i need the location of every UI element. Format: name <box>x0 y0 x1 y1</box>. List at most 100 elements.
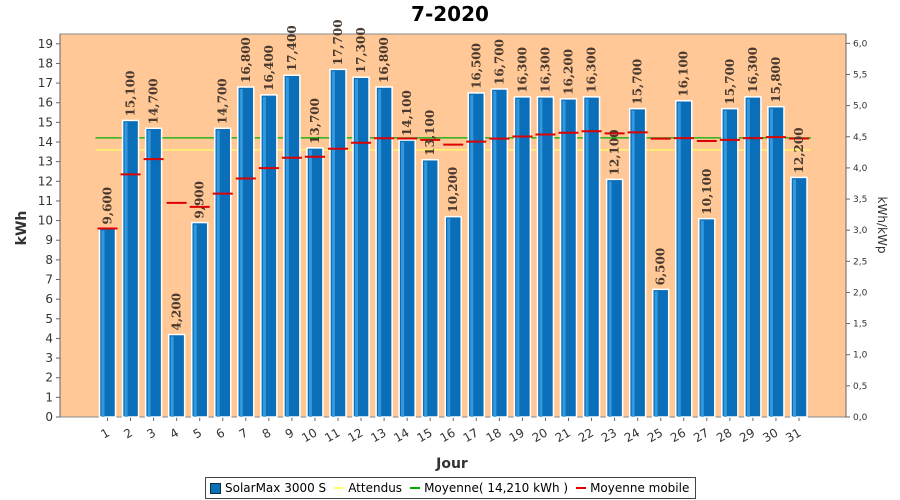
y2-axis-label: kWh/kWp <box>875 197 889 254</box>
bar-value-label: 16,100 <box>677 51 691 97</box>
y-axis-right: 0,0 0,5 1,0 1,5 2,0 2,5 3,0 3,5 4,0 4,5 5,0 5,5 6,0 <box>845 34 868 423</box>
bar-value-label: 10,100 <box>700 169 714 215</box>
legend-swatch-line <box>410 487 421 489</box>
bar-highlight <box>401 142 405 418</box>
bar-value-label: 17,700 <box>331 19 345 65</box>
bar-highlight <box>147 130 151 417</box>
y-tick-label: 3 <box>45 351 53 365</box>
y-tick-label: 17 <box>38 76 53 90</box>
bar-value-label: 13,100 <box>423 110 437 156</box>
y2-tick-label: 3,5 <box>853 195 867 205</box>
bar-highlight <box>332 71 335 417</box>
x-tick-label: 26 <box>668 425 688 445</box>
bar-highlight <box>170 336 174 417</box>
y-tick-label: 14 <box>38 135 53 149</box>
bar-value-label: 16,800 <box>239 37 253 83</box>
y2-tick-label: 2,0 <box>853 288 868 298</box>
y2-tick-label: 2,5 <box>853 257 867 267</box>
bar-highlight <box>769 108 773 418</box>
y-tick-label: 15 <box>38 115 53 129</box>
x-tick-label: 10 <box>299 425 319 445</box>
y-tick-label: 6 <box>45 292 53 306</box>
chart-title: 7-2020 <box>411 2 489 26</box>
bar-value-label: 17,400 <box>285 25 299 71</box>
bar-value-label: 6,500 <box>654 248 668 286</box>
bar-value-label: 16,300 <box>585 47 599 93</box>
bar-highlight <box>539 98 543 417</box>
x-tick-label: 3 <box>144 425 158 441</box>
bar-value-label: 15,100 <box>124 70 138 116</box>
y-tick-label: 12 <box>38 174 53 188</box>
bar-highlight <box>793 179 796 417</box>
bar-highlight <box>585 98 589 417</box>
x-tick-label: 2 <box>121 425 135 441</box>
x-tick-label: 27 <box>691 425 711 445</box>
bar-value-label: 17,300 <box>354 27 368 73</box>
x-tick-label: 17 <box>461 425 481 445</box>
x-tick-label: 24 <box>622 425 642 445</box>
x-tick-label: 23 <box>599 425 619 445</box>
legend-item-solarmax: SolarMax 3000 S <box>210 481 326 495</box>
bar-value-label: 15,800 <box>769 57 783 103</box>
bar-value-label: 13,700 <box>308 98 322 144</box>
bar-value-label: 16,700 <box>492 39 506 85</box>
bar-value-label: 16,300 <box>746 47 760 93</box>
x-tick-label: 18 <box>484 425 504 445</box>
x-tick-label: 12 <box>345 425 365 445</box>
bar-value-label: 15,700 <box>723 59 737 105</box>
legend-label: Attendus <box>348 481 403 495</box>
x-tick-label: 22 <box>576 425 596 445</box>
x-tick-label: 29 <box>737 425 757 445</box>
legend-swatch-line <box>576 487 587 489</box>
x-tick-label: 20 <box>530 425 550 445</box>
legend-label: Moyenne( 14,210 kWh ) <box>424 481 569 495</box>
bar-value-label: 16,300 <box>515 47 529 93</box>
legend-label: Moyenne mobile <box>590 481 690 495</box>
y-tick-label: 10 <box>38 214 53 228</box>
bar-highlight <box>562 100 566 418</box>
y2-tick-label: 1,5 <box>853 320 867 330</box>
x-tick-label: 19 <box>507 425 527 445</box>
bar-highlight <box>470 94 474 417</box>
bar-value-label: 9,600 <box>101 187 115 225</box>
x-tick-label: 28 <box>714 425 734 445</box>
moving-average-markers <box>97 130 809 230</box>
y-tick-label: 13 <box>38 155 53 169</box>
bar-highlight <box>447 218 451 417</box>
y-tick-label: 11 <box>38 194 53 208</box>
bar-highlight <box>654 291 658 417</box>
bar-value-label: 16,800 <box>377 37 391 83</box>
bar-highlight <box>355 79 359 417</box>
bar-highlight <box>193 224 197 417</box>
bar-value-label: 16,400 <box>262 45 276 91</box>
bar-highlight <box>239 89 243 418</box>
bar-value-label: 10,200 <box>446 167 460 213</box>
y2-tick-label: 6,0 <box>853 39 868 49</box>
y2-tick-label: 5,0 <box>853 102 868 112</box>
x-tick-label: 5 <box>191 425 205 441</box>
y-tick-label: 18 <box>38 56 53 70</box>
bar-value-label: 4,200 <box>170 293 184 331</box>
bar-highlight <box>516 98 520 417</box>
y-tick-label: 16 <box>38 96 53 110</box>
bar-highlight <box>424 161 428 417</box>
x-tick-label: 13 <box>368 425 388 445</box>
y-tick-label: 19 <box>38 37 53 51</box>
legend-swatch-line <box>334 487 345 489</box>
bar-value-label: 16,300 <box>538 47 552 93</box>
bar-value-label: 9,900 <box>193 181 207 219</box>
y2-tick-label: 0,0 <box>853 413 868 423</box>
y-tick-label: 8 <box>45 253 53 267</box>
x-tick-label: 4 <box>168 425 182 441</box>
x-axis-label: Jour <box>435 456 468 472</box>
bar-value-label: 16,200 <box>562 49 576 95</box>
legend-swatch-bar <box>210 482 221 494</box>
bar-highlight <box>608 181 612 417</box>
x-tick-label: 8 <box>260 425 274 441</box>
y-tick-label: 4 <box>45 331 53 345</box>
x-tick-label: 11 <box>322 425 342 445</box>
bar-value-label: 14,700 <box>216 78 230 124</box>
bar-highlight <box>216 130 220 417</box>
